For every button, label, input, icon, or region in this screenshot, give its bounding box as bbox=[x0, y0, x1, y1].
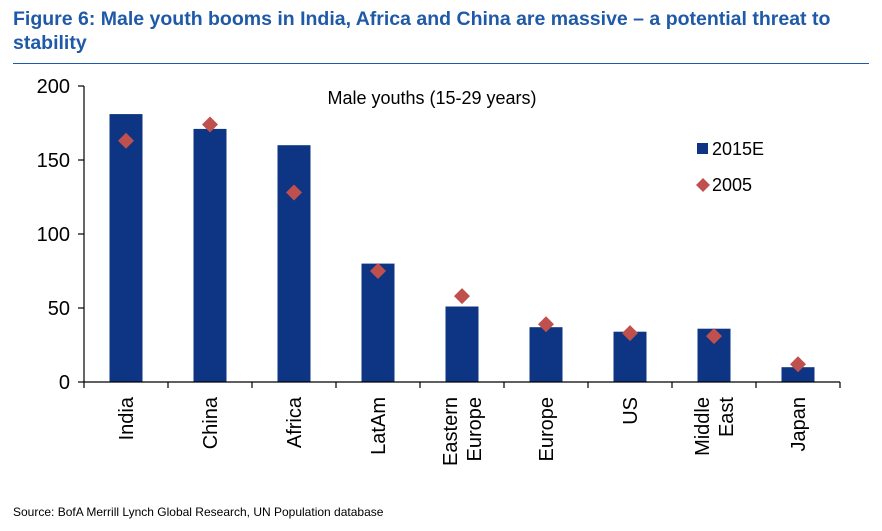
bar-2015e bbox=[277, 145, 311, 382]
marker-2005 bbox=[370, 263, 386, 279]
x-category-label: Eastern Europe bbox=[440, 397, 486, 466]
bar-2015e bbox=[445, 306, 479, 382]
bar-2015e bbox=[193, 128, 227, 382]
source-note: Source: BofA Merrill Lynch Global Resear… bbox=[13, 505, 384, 519]
x-category-label: Africa bbox=[284, 396, 306, 448]
marker-2005 bbox=[790, 356, 806, 373]
chart-annotation: Male youths (15-29 years) bbox=[327, 88, 536, 108]
title-divider bbox=[13, 63, 869, 64]
bar-2015e bbox=[529, 327, 563, 382]
marker-2005 bbox=[118, 132, 134, 149]
marker-2005 bbox=[454, 288, 470, 305]
figure-title: Figure 6: Male youth booms in India, Afr… bbox=[13, 8, 831, 54]
legend-label-2005: 2005 bbox=[712, 175, 752, 195]
marker-2005 bbox=[202, 116, 218, 133]
x-category-label: Europe bbox=[536, 397, 558, 462]
bar-2015e bbox=[109, 114, 143, 382]
y-tick-label: 150 bbox=[37, 150, 70, 172]
y-tick-label: 0 bbox=[59, 372, 70, 394]
legend-label-2015e: 2015E bbox=[712, 139, 764, 159]
x-category-label: LatAm bbox=[368, 397, 390, 455]
legend-swatch-2015e bbox=[697, 143, 708, 154]
marker-2005 bbox=[538, 316, 554, 333]
x-category-label: China bbox=[200, 396, 222, 449]
x-category-label: Middle East bbox=[692, 397, 738, 456]
x-category-label: India bbox=[116, 396, 138, 440]
y-tick-label: 50 bbox=[48, 298, 70, 320]
legend-swatch-2005 bbox=[696, 178, 710, 192]
marker-2005 bbox=[622, 325, 638, 342]
bar-2015e bbox=[361, 263, 395, 382]
x-category-label: Japan bbox=[788, 397, 810, 452]
bar-chart: 0 50 100 150 200 India China Africa LatAm Eastern… bbox=[37, 76, 841, 466]
marker-2005 bbox=[706, 328, 722, 345]
bar-2015e bbox=[781, 367, 815, 382]
x-category-label: US bbox=[620, 397, 642, 425]
marker-2005 bbox=[286, 184, 302, 201]
y-tick-label: 100 bbox=[37, 224, 70, 246]
y-tick-label: 200 bbox=[37, 76, 70, 98]
